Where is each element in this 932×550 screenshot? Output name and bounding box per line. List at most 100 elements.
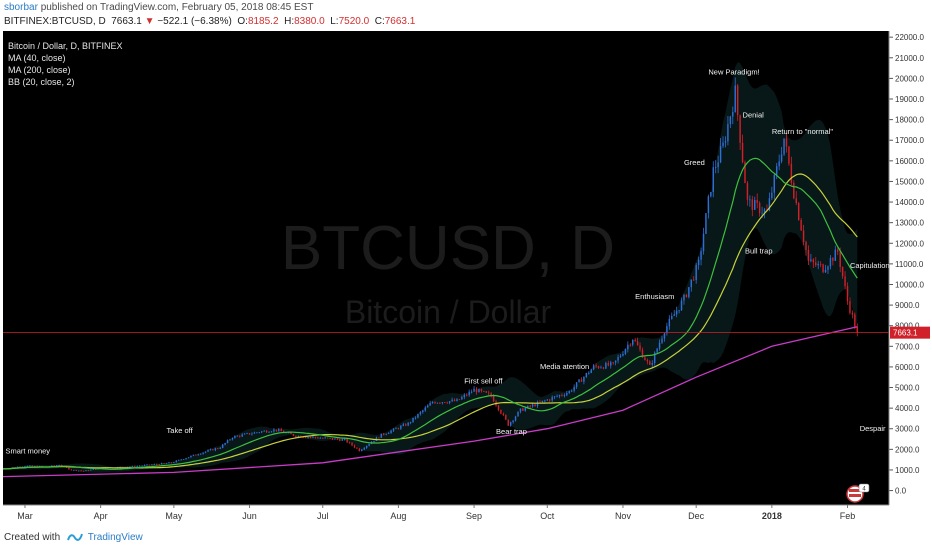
annotation-label[interactable]: Despair — [860, 424, 886, 433]
candle[interactable] — [607, 360, 610, 367]
candle[interactable] — [854, 312, 856, 330]
annotation-label[interactable]: First sell off — [464, 376, 503, 385]
candle[interactable] — [505, 414, 507, 421]
candle[interactable] — [661, 335, 663, 344]
candle[interactable] — [553, 396, 556, 400]
candle[interactable] — [336, 438, 339, 441]
candle[interactable] — [236, 435, 239, 437]
candle[interactable] — [353, 444, 356, 449]
candle[interactable] — [448, 401, 451, 405]
price-chart[interactable]: BTCUSD, D Bitcoin / Dollar 0.0 1000.0 2000.0… — [3, 31, 932, 525]
candle[interactable] — [544, 399, 546, 403]
candle[interactable] — [634, 337, 636, 342]
candle[interactable] — [356, 447, 358, 450]
candle[interactable] — [246, 432, 248, 435]
annotation-label[interactable]: Bull trap — [745, 247, 773, 256]
candle[interactable] — [700, 247, 702, 266]
candle[interactable] — [165, 462, 168, 464]
candle[interactable] — [461, 395, 463, 400]
candle[interactable] — [209, 448, 212, 451]
candle[interactable] — [583, 376, 585, 385]
candle[interactable] — [221, 443, 224, 449]
candle[interactable] — [658, 339, 661, 351]
candle[interactable] — [241, 433, 243, 438]
candle[interactable] — [558, 394, 561, 399]
candle[interactable] — [705, 212, 707, 235]
candle[interactable] — [136, 465, 138, 468]
candle[interactable] — [217, 447, 219, 450]
candle[interactable] — [444, 402, 446, 404]
candle[interactable] — [331, 438, 334, 441]
candle[interactable] — [822, 263, 824, 274]
candle[interactable] — [429, 400, 431, 406]
candle[interactable] — [541, 400, 544, 403]
candle[interactable] — [602, 366, 605, 370]
candle[interactable] — [378, 437, 380, 439]
candle[interactable] — [754, 196, 756, 211]
candle[interactable] — [549, 398, 551, 402]
candle[interactable] — [651, 360, 653, 368]
candle[interactable] — [829, 255, 832, 270]
candle[interactable] — [815, 256, 817, 268]
candle[interactable] — [775, 162, 778, 180]
candle[interactable] — [304, 436, 307, 439]
candle[interactable] — [509, 421, 512, 427]
annotation-label[interactable]: Smart money — [5, 446, 50, 455]
candle[interactable] — [600, 365, 602, 369]
legend-ma40[interactable]: MA (40, close) — [8, 53, 66, 63]
candle[interactable] — [724, 136, 727, 148]
candle[interactable] — [151, 464, 153, 466]
candle[interactable] — [348, 441, 351, 444]
candle[interactable] — [827, 265, 829, 275]
annotation-label[interactable]: Return to "normal" — [772, 127, 834, 136]
candle[interactable] — [624, 348, 627, 356]
candle[interactable] — [268, 431, 270, 433]
legend-ma200[interactable]: MA (200, close) — [8, 65, 71, 75]
candle[interactable] — [392, 428, 395, 432]
candle[interactable] — [663, 332, 666, 342]
candle[interactable] — [156, 463, 158, 465]
candle[interactable] — [312, 436, 314, 439]
candle[interactable] — [358, 448, 361, 452]
chart-area[interactable]: BTCUSD, D Bitcoin / Dollar 0.0 1000.0 2000.0… — [3, 31, 932, 525]
candle[interactable] — [580, 377, 583, 382]
candle[interactable] — [714, 160, 717, 174]
candle[interactable] — [653, 351, 656, 366]
candle[interactable] — [31, 465, 34, 467]
candle[interactable] — [678, 310, 680, 314]
candle[interactable] — [473, 386, 475, 392]
candle[interactable] — [148, 464, 151, 466]
candle[interactable] — [129, 466, 131, 468]
candle[interactable] — [73, 469, 75, 471]
candle[interactable] — [812, 258, 815, 268]
candle[interactable] — [578, 378, 580, 383]
candle[interactable] — [739, 114, 741, 150]
candle[interactable] — [793, 180, 795, 200]
candle[interactable] — [334, 438, 336, 440]
candle[interactable] — [807, 245, 810, 265]
candle[interactable] — [70, 469, 73, 471]
candle[interactable] — [563, 393, 566, 398]
candle[interactable] — [153, 463, 156, 465]
candle[interactable] — [199, 453, 202, 455]
candle[interactable] — [207, 449, 209, 453]
candle[interactable] — [595, 363, 597, 369]
candle[interactable] — [466, 393, 468, 397]
annotation-label[interactable]: Take off — [167, 426, 194, 435]
candle[interactable] — [519, 408, 522, 414]
candle[interactable] — [702, 227, 705, 255]
candle[interactable] — [588, 371, 590, 375]
candle[interactable] — [666, 322, 668, 336]
author-link[interactable]: sborbar — [4, 2, 38, 13]
candle[interactable] — [26, 465, 29, 467]
candle[interactable] — [817, 260, 819, 270]
candle[interactable] — [361, 448, 363, 452]
candle[interactable] — [185, 457, 187, 460]
candle[interactable] — [322, 437, 324, 439]
candle[interactable] — [575, 382, 578, 390]
candle[interactable] — [680, 297, 683, 312]
candle[interactable] — [131, 465, 134, 467]
candle[interactable] — [788, 145, 790, 166]
candle[interactable] — [824, 264, 827, 273]
candle[interactable] — [431, 401, 434, 404]
